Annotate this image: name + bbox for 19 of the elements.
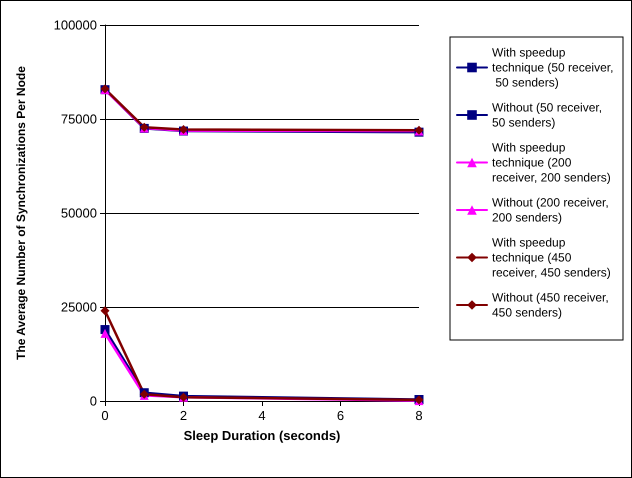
y-tick-label: 100000 <box>54 18 97 32</box>
x-axis-title: Sleep Duration (seconds) <box>184 428 340 443</box>
legend-label: Without (200 receiver, 200 senders) <box>492 196 612 224</box>
legend-label: With speedup technique (450 receiver, 450 senders) <box>492 236 611 280</box>
legend-label: Without (450 receiver, 450 senders) <box>492 290 612 320</box>
x-tick-label: 0 <box>101 408 109 423</box>
y-tick-label: 75000 <box>60 112 97 126</box>
legend-label: With speedup technique (200 receiver, 200 senders) <box>492 140 611 184</box>
legend-label: Without (50 receiver, 50 senders) <box>492 100 606 130</box>
x-tick-label: 4 <box>258 408 266 423</box>
y-tick-label: 0 <box>90 394 97 408</box>
x-tick-label: 8 <box>415 408 423 423</box>
point <box>100 328 110 338</box>
legend-label: With speedup technique (50 receiver, 50 senders) <box>492 46 614 90</box>
y-tick-label: 50000 <box>60 206 97 220</box>
x-tick-label: 6 <box>336 408 344 423</box>
x-tick-label: 2 <box>180 408 188 423</box>
y-axis-title: The Average Number of Synchronizations Per Node <box>14 66 28 360</box>
y-tick-label: 25000 <box>60 300 97 314</box>
